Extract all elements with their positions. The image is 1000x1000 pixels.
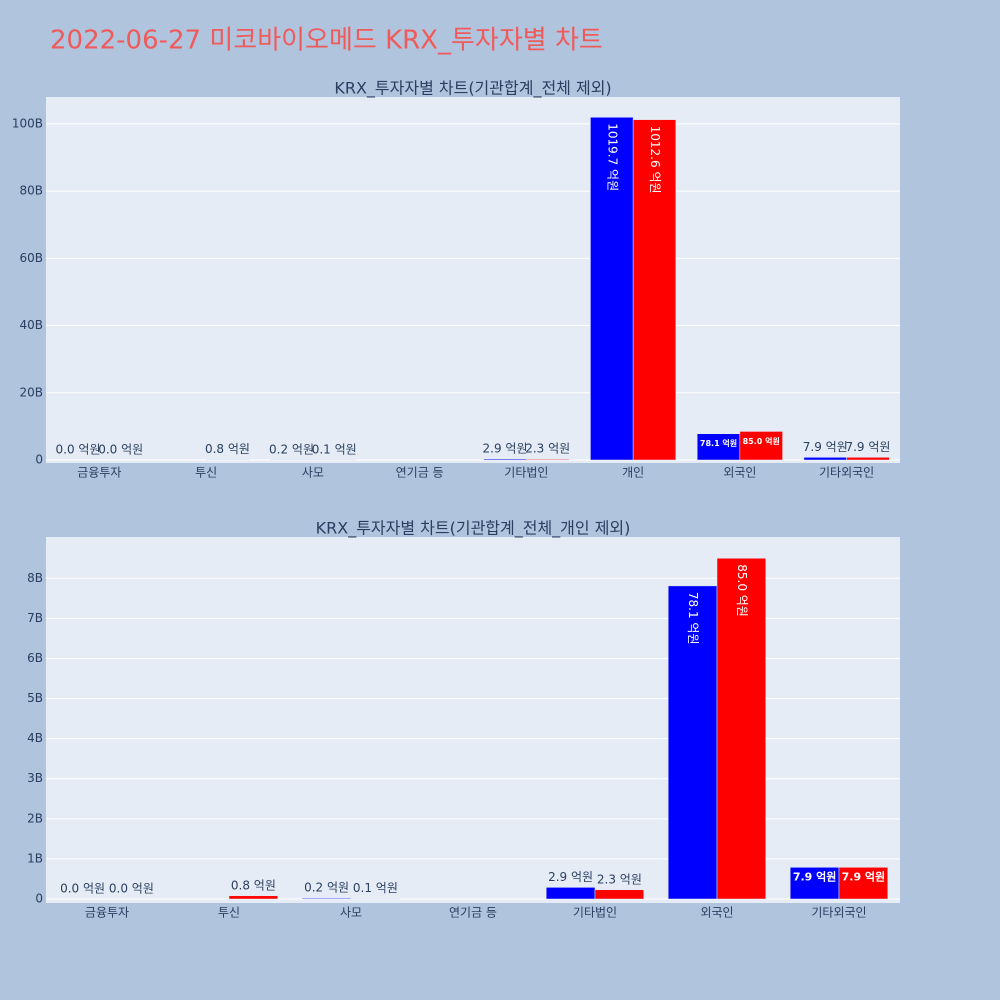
value-label: 2.9 억원: [483, 442, 528, 456]
y-tick-label: 5B: [27, 691, 43, 705]
y-tick-label: 20B: [19, 385, 43, 399]
y-tick-label: 100B: [12, 116, 43, 130]
x-tick-label: 연기금 등: [396, 466, 444, 480]
y-tick-label: 60B: [19, 251, 43, 265]
x-tick-label: 사모: [340, 906, 362, 920]
x-tick-label: 기타법인: [504, 466, 548, 480]
y-tick-label: 7B: [27, 611, 43, 625]
value-label: 0.2 억원: [269, 442, 314, 456]
value-label: 85.0 억원: [735, 564, 749, 617]
bar: [526, 458, 570, 461]
y-tick-label: 40B: [19, 318, 43, 332]
bar: [483, 458, 527, 461]
bar: [716, 557, 767, 900]
x-tick-label: 금융투자: [85, 906, 129, 920]
value-label: 1012.6 억원: [648, 126, 662, 194]
value-label: 0.8 억원: [231, 878, 276, 892]
value-label: 0.1 억원: [353, 881, 398, 895]
chart-title: KRX_투자자별 차트(기관합계_전체_개인 제외): [316, 519, 631, 539]
x-tick-label: 금융투자: [77, 466, 121, 480]
x-tick-label: 투신: [218, 906, 240, 920]
chart-title: KRX_투자자별 차트(기관합계_전체 제외): [334, 79, 611, 99]
value-label: 7.9 억원: [845, 440, 890, 454]
x-tick-label: 외국인: [723, 466, 756, 480]
y-tick-label: 80B: [19, 184, 43, 198]
bar: [594, 889, 645, 900]
value-label: 0.0 억원: [60, 882, 105, 896]
y-tick-label: 0: [35, 892, 43, 906]
x-tick-label: 기타법인: [573, 906, 617, 920]
value-label: 0.0 억원: [109, 882, 154, 896]
x-tick-label: 개인: [622, 466, 644, 480]
bar: [846, 457, 890, 461]
x-tick-label: 연기금 등: [449, 906, 497, 920]
value-label: 0.0 억원: [56, 443, 101, 457]
value-label: 7.9 억원: [793, 869, 837, 883]
value-label: 2.3 억원: [597, 872, 642, 886]
bar: [803, 457, 847, 461]
value-label: 78.1 억원: [686, 592, 700, 645]
x-tick-label: 외국인: [700, 906, 733, 920]
bar: [696, 433, 741, 461]
bar: [739, 431, 783, 461]
y-tick-label: 3B: [27, 771, 43, 785]
value-label: 0.8 억원: [205, 442, 250, 456]
x-tick-label: 투신: [195, 466, 217, 480]
y-tick-label: 4B: [27, 731, 43, 745]
value-label: 2.3 억원: [525, 442, 570, 456]
plot-area: [46, 537, 900, 903]
bar: [545, 887, 596, 900]
bar: [838, 867, 889, 900]
x-tick-label: 사모: [302, 466, 324, 480]
value-label: 7.9 억원: [803, 440, 848, 454]
value-label: 78.1 억원: [700, 438, 737, 448]
value-label: 1019.7 억원: [605, 123, 619, 191]
value-label: 85.0 억원: [743, 436, 780, 446]
x-tick-label: 기타외국인: [811, 906, 866, 920]
plot-area: [46, 97, 900, 463]
y-tick-label: 6B: [27, 651, 43, 665]
bar: [632, 119, 677, 461]
value-label: 2.9 억원: [548, 870, 593, 884]
value-label: 7.9 억원: [842, 869, 886, 883]
value-label: 0.1 억원: [312, 442, 357, 456]
x-tick-label: 기타외국인: [819, 466, 874, 480]
value-label: 0.0 억원: [98, 443, 143, 457]
y-tick-label: 1B: [27, 851, 43, 865]
bar: [789, 867, 840, 900]
page-title: 2022-06-27 미코바이오메드 KRX_투자자별 차트: [50, 26, 603, 56]
y-tick-label: 0: [35, 453, 43, 467]
bar: [228, 895, 279, 900]
bar: [301, 897, 352, 900]
value-label: 0.2 억원: [304, 881, 349, 895]
y-tick-label: 2B: [27, 811, 43, 825]
y-tick-label: 8B: [27, 571, 43, 585]
